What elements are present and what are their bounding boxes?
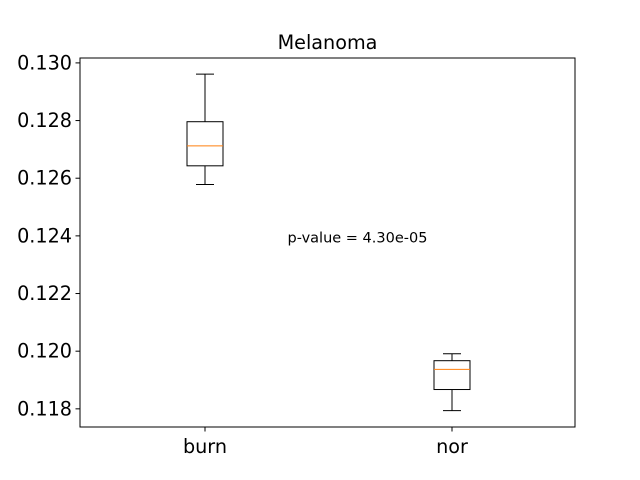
y-tick-label: 0.128 [17, 109, 72, 132]
y-tick-label: 0.124 [17, 224, 72, 247]
y-tick-label: 0.118 [17, 397, 72, 420]
y-axis: 0.118 0.120 0.122 0.124 0.126 0.128 0.130 [17, 51, 80, 420]
y-tick-label: 0.122 [17, 282, 72, 305]
box-burn [186, 73, 224, 186]
y-tick-label: 0.126 [17, 167, 72, 190]
x-tick-label: nor [436, 435, 468, 458]
iqr-box [186, 121, 224, 167]
y-tick-label: 0.130 [17, 51, 72, 74]
y-tick-label: 0.120 [17, 340, 72, 363]
box-nor [433, 353, 471, 412]
plot-area [186, 73, 471, 412]
p-value-annotation: p-value = 4.30e-05 [288, 231, 428, 247]
x-axis: burn nor [183, 427, 468, 458]
x-tick-label: burn [183, 435, 227, 458]
iqr-box [433, 360, 471, 391]
chart-title: Melanoma [278, 31, 378, 54]
plot-frame [79, 57, 576, 428]
